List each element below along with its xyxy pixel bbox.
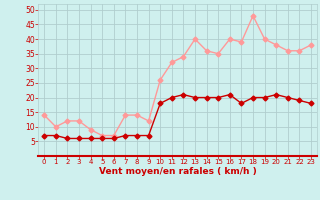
X-axis label: Vent moyen/en rafales ( km/h ): Vent moyen/en rafales ( km/h ) xyxy=(99,167,256,176)
